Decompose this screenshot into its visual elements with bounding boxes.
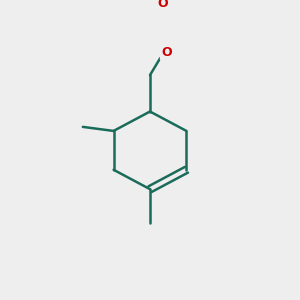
Text: O: O (158, 0, 168, 11)
Text: O: O (162, 46, 172, 59)
